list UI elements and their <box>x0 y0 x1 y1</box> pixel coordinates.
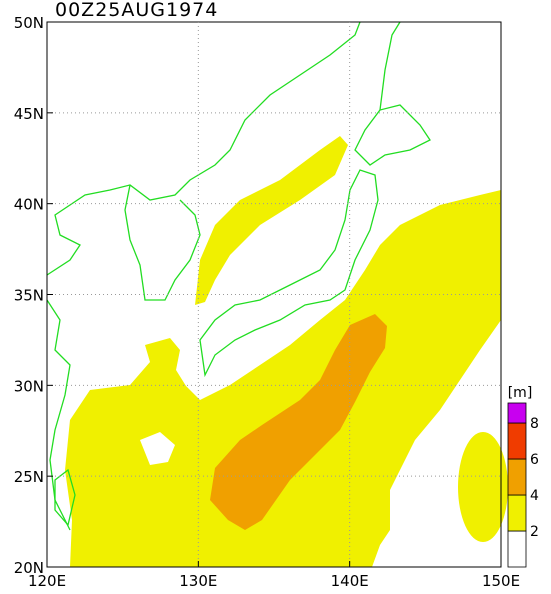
y-tick-label: 20N <box>14 559 44 577</box>
coastline <box>124 184 201 301</box>
colorbar-label: 2 <box>530 524 539 540</box>
colorbar-segment <box>507 422 527 460</box>
orange-region <box>210 314 387 530</box>
colorbar-label: 4 <box>530 488 539 504</box>
x-tick-label: 130E <box>179 572 217 590</box>
colorbar-label: 6 <box>530 452 539 468</box>
colorbar-segment <box>507 402 527 424</box>
y-tick-label: 45N <box>14 105 44 123</box>
map-title: 00Z25AUG1974 <box>55 0 218 21</box>
coastline <box>46 299 71 531</box>
wave-field <box>65 136 508 567</box>
white-hole <box>140 432 175 465</box>
colorbar-segment <box>507 494 527 532</box>
coastline <box>54 468 76 527</box>
colorbar-label: 8 <box>530 416 539 432</box>
y-tick-label: 35N <box>14 287 44 305</box>
x-tick-label: 140E <box>331 572 369 590</box>
colorbar-segment <box>507 530 527 568</box>
y-tick-label: 25N <box>14 468 44 486</box>
coastline <box>354 104 431 166</box>
y-tick-label: 30N <box>14 377 44 395</box>
y-tick-label: 40N <box>14 196 44 214</box>
x-tick-label: 120E <box>28 572 66 590</box>
coastline <box>46 21 361 276</box>
x-tick-label: 150E <box>482 572 520 590</box>
coastline <box>199 169 379 378</box>
colorbar: 2 4 6 8 [m] <box>507 385 539 568</box>
colorbar-unit: [m] <box>508 385 533 401</box>
y-tick-label: 50N <box>14 14 44 32</box>
coastline <box>379 21 401 111</box>
yellow-region <box>65 190 501 567</box>
coastlines <box>46 21 431 531</box>
axes: 120E 130E 140E 150E 20N 25N 30N 35N 40N 45N 50N <box>14 14 520 590</box>
yellow-blob <box>458 432 508 542</box>
yellow-band <box>195 136 348 305</box>
colorbar-segment <box>507 458 527 496</box>
